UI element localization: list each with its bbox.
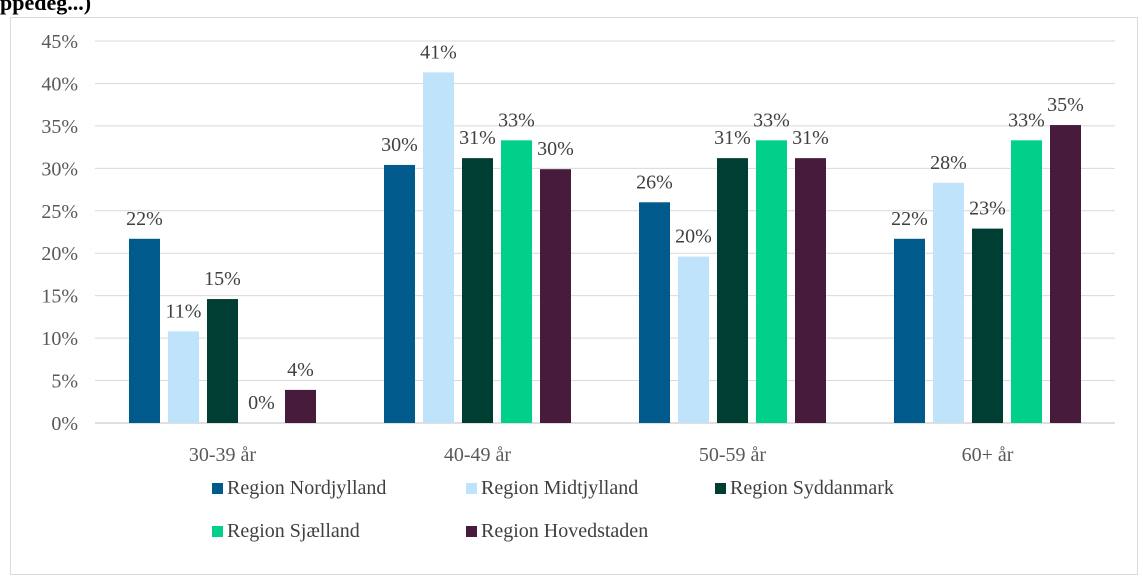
data-label: 33% [1008, 109, 1045, 131]
data-label: 30% [381, 134, 418, 156]
data-label: 22% [891, 208, 928, 230]
x-tick-label: 50-59 år [699, 444, 767, 466]
bar [1011, 140, 1042, 423]
bar [795, 158, 826, 423]
y-tick-label: 30% [41, 158, 78, 180]
data-label: 31% [714, 127, 751, 149]
y-tick-label: 40% [41, 73, 78, 95]
bar [1050, 125, 1081, 423]
bar [678, 256, 709, 423]
data-label: 26% [636, 171, 673, 193]
y-tick-label: 35% [41, 116, 78, 138]
bar [462, 158, 493, 423]
data-label: 4% [287, 359, 314, 381]
y-tick-label: 0% [51, 413, 78, 435]
bar [639, 202, 670, 423]
data-label: 33% [498, 109, 535, 131]
bar [540, 169, 571, 423]
y-tick-label: 5% [51, 371, 78, 393]
bar [285, 389, 316, 423]
data-label: 0% [248, 392, 275, 414]
bar [894, 238, 925, 423]
data-label: 20% [675, 226, 712, 248]
bar [717, 158, 748, 423]
data-label: 30% [537, 138, 574, 160]
y-tick-label: 45% [41, 31, 78, 53]
cropped-heading-fragment: ppedeg...) [0, 0, 92, 15]
data-label: 11% [166, 300, 202, 322]
bar [756, 140, 787, 423]
data-label: 31% [792, 127, 829, 149]
y-tick-label: 25% [41, 201, 78, 223]
data-label: 23% [969, 198, 1006, 220]
bar [384, 164, 415, 423]
x-tick-label: 40-49 år [444, 444, 512, 466]
data-label: 22% [126, 208, 163, 230]
y-tick-label: 10% [41, 328, 78, 350]
data-label: 41% [420, 41, 457, 63]
bar [423, 72, 454, 424]
bar [972, 228, 1003, 423]
x-tick-label: 30-39 år [189, 444, 257, 466]
bar [501, 140, 532, 423]
data-label: 35% [1047, 94, 1084, 116]
data-label: 33% [753, 109, 790, 131]
bar [168, 331, 199, 423]
y-tick-label: 15% [41, 286, 78, 308]
bar [207, 299, 238, 423]
x-tick-label: 60+ år [962, 444, 1014, 466]
data-label: 28% [930, 152, 967, 174]
bar [933, 182, 964, 423]
bar [129, 238, 160, 423]
data-label: 31% [459, 127, 496, 149]
data-label: 15% [204, 268, 241, 290]
y-tick-label: 20% [41, 243, 78, 265]
